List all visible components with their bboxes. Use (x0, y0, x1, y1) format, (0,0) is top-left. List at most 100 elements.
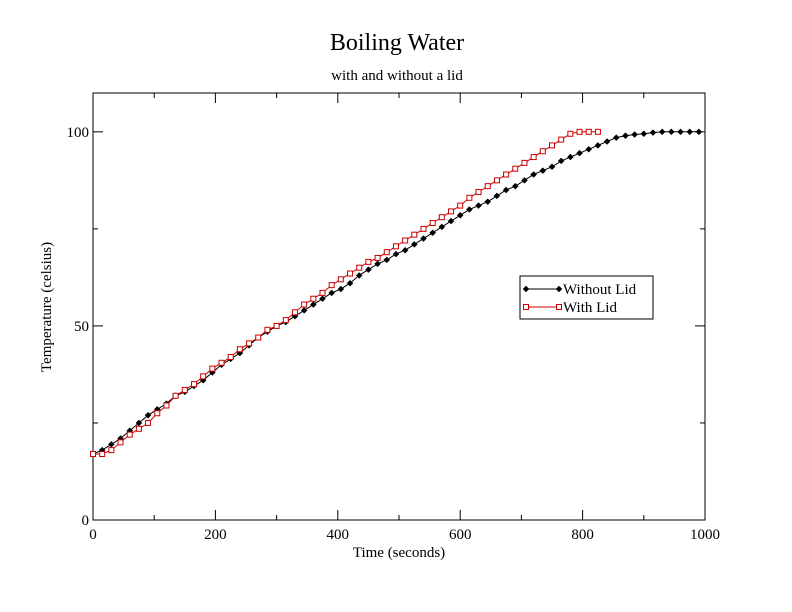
y-axis-label: Temperature (celsius) (39, 242, 55, 372)
legend: Without Lid With Lid (519, 275, 654, 320)
data-point-with-lid (549, 142, 555, 149)
data-point-with-lid (594, 128, 601, 135)
data-point-with-lid (328, 282, 335, 289)
series-layer (89, 128, 703, 458)
data-point-without-lid (667, 128, 675, 136)
data-point-with-lid (236, 346, 243, 353)
data-point-with-lid (558, 136, 565, 143)
data-point-with-lid (181, 386, 188, 393)
data-point-with-lid (90, 451, 96, 458)
data-point-with-lid (484, 183, 491, 190)
data-point-with-lid (374, 254, 381, 261)
data-point-with-lid (218, 359, 225, 366)
data-point-without-lid (355, 272, 363, 279)
chart-subtitle: with and without a lid (331, 68, 463, 84)
data-point-with-lid (273, 322, 280, 329)
data-point-without-lid (585, 145, 593, 153)
series-with-lid (90, 128, 601, 458)
data-point-with-lid (475, 188, 482, 195)
data-point-without-lid (521, 176, 528, 184)
data-point-without-lid (493, 192, 501, 200)
legend-markers (522, 285, 563, 310)
chart-title: Boiling Water (330, 30, 464, 56)
legend-marker-with-lid (556, 304, 562, 310)
data-point-with-lid (310, 295, 317, 302)
data-point-with-lid (291, 309, 298, 316)
y-tick-label: 100 (67, 125, 90, 141)
data-point-without-lid (686, 128, 694, 136)
data-point-with-lid (172, 392, 179, 399)
data-point-with-lid (530, 154, 537, 161)
data-point-without-lid (108, 440, 115, 448)
data-point-without-lid (319, 295, 326, 303)
data-point-without-lid (658, 128, 666, 136)
data-point-with-lid (512, 165, 519, 172)
data-point-with-lid (301, 301, 308, 308)
x-tick-label: 800 (571, 527, 594, 543)
data-point-without-lid (410, 241, 418, 248)
data-point-with-lid (457, 202, 464, 209)
data-point-with-lid (576, 128, 583, 135)
data-point-with-lid (503, 171, 510, 178)
data-point-without-lid (456, 211, 464, 219)
data-point-without-lid (677, 128, 684, 136)
data-point-without-lid (511, 182, 519, 190)
legend-marker-with-lid (523, 304, 529, 310)
data-point-with-lid (255, 334, 262, 341)
legend-box (519, 275, 654, 320)
data-point-without-lid (438, 223, 446, 231)
data-point-with-lid (209, 365, 216, 372)
data-point-with-lid (356, 264, 363, 271)
data-point-without-lid (649, 129, 657, 136)
data-point-with-lid (227, 353, 234, 360)
data-point-without-lid (328, 289, 336, 297)
data-point-without-lid (447, 217, 455, 225)
data-point-with-lid (567, 130, 574, 137)
data-point-without-lid (576, 149, 583, 157)
data-point-with-lid (420, 225, 427, 232)
data-point-without-lid (484, 198, 492, 206)
data-point-with-lid (438, 214, 445, 221)
data-point-with-lid (154, 410, 161, 417)
data-point-without-lid (530, 171, 537, 178)
data-point-with-lid (163, 402, 170, 409)
data-point-without-lid (603, 138, 611, 145)
data-point-without-lid (300, 307, 308, 314)
data-point-without-lid (594, 142, 602, 149)
legend-label-without-lid: Without Lid (563, 282, 637, 298)
data-point-without-lid (309, 301, 317, 308)
data-point-without-lid (346, 279, 354, 287)
x-axis-label: Time (seconds) (353, 545, 445, 561)
data-point-without-lid (548, 163, 556, 171)
data-point-without-lid (557, 157, 565, 165)
data-point-with-lid (411, 231, 418, 238)
data-point-with-lid (429, 220, 436, 227)
data-point-without-lid (475, 202, 482, 209)
data-point-with-lid (402, 237, 409, 244)
data-point-without-lid (466, 206, 473, 213)
data-point-with-lid (135, 425, 142, 432)
data-point-without-lid (622, 132, 629, 140)
x-tick-label: 400 (327, 527, 350, 543)
data-point-with-lid (466, 194, 473, 201)
data-point-with-lid (521, 159, 528, 166)
data-point-with-lid (448, 208, 455, 215)
x-tick-label: 600 (449, 527, 472, 543)
axis-ticks: 0 200 400 600 800 1000 0 50 100 (67, 93, 720, 543)
data-point-without-lid (401, 246, 409, 254)
data-point-without-lid (144, 411, 152, 419)
data-point-without-lid (392, 250, 400, 258)
data-point-without-lid (337, 285, 345, 293)
data-point-without-lid (695, 128, 703, 136)
data-point-with-lid (190, 381, 197, 388)
data-point-with-lid (246, 340, 253, 347)
data-point-without-lid (374, 260, 381, 268)
data-point-with-lid (493, 177, 500, 184)
x-tick-label: 1000 (690, 527, 720, 543)
data-point-without-lid (502, 186, 510, 194)
data-point-with-lid (282, 317, 289, 324)
data-point-without-lid (383, 256, 391, 264)
legend-marker-without-lid (555, 285, 563, 293)
data-point-without-lid (365, 266, 372, 273)
